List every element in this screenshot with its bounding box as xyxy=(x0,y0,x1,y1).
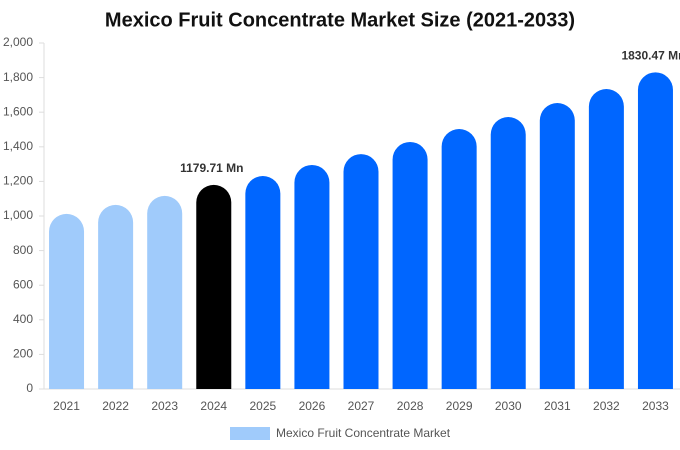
bar xyxy=(49,213,85,389)
data-label: 1179.71 Mn xyxy=(180,161,243,175)
x-tick-label: 2022 xyxy=(102,399,129,413)
chart-title: Mexico Fruit Concentrate Market Size (20… xyxy=(105,9,575,31)
x-tick-label: 2027 xyxy=(348,399,375,413)
bar xyxy=(588,89,624,389)
bar xyxy=(637,72,673,390)
y-tick-label: 1,200 xyxy=(3,174,33,188)
y-tick-label: 2,000 xyxy=(3,35,33,49)
bar xyxy=(98,204,134,389)
x-tick-label: 2028 xyxy=(397,399,424,413)
x-tick-label: 2030 xyxy=(495,399,522,413)
y-tick-label: 800 xyxy=(13,243,33,257)
data-label: 1830.47 Mn xyxy=(621,49,680,63)
x-tick-label: 2026 xyxy=(299,399,326,413)
x-tick-label: 2023 xyxy=(151,399,178,413)
bar xyxy=(441,128,477,389)
bar xyxy=(245,176,281,389)
y-tick-label: 400 xyxy=(13,312,33,326)
x-tick-label: 2025 xyxy=(249,399,276,413)
x-tick-label: 2032 xyxy=(593,399,620,413)
bar xyxy=(392,141,428,389)
bar xyxy=(343,154,379,389)
bar xyxy=(147,195,183,389)
legend-label: Mexico Fruit Concentrate Market xyxy=(276,426,451,440)
y-tick-label: 1,000 xyxy=(3,208,33,222)
x-tick-label: 2024 xyxy=(200,399,227,413)
x-tick-label: 2033 xyxy=(642,399,669,413)
x-tick-label: 2029 xyxy=(446,399,473,413)
y-tick-label: 1,400 xyxy=(3,139,33,153)
bar xyxy=(539,103,575,389)
x-tick-label: 2021 xyxy=(53,399,80,413)
y-tick-label: 1,800 xyxy=(3,70,33,84)
legend-swatch xyxy=(230,427,270,440)
bar xyxy=(490,117,526,389)
y-tick-label: 200 xyxy=(13,347,33,361)
bar xyxy=(196,184,232,389)
y-tick-label: 1,600 xyxy=(3,104,33,118)
x-tick-label: 2031 xyxy=(544,399,571,413)
y-tick-label: 0 xyxy=(26,381,33,395)
bar xyxy=(294,164,330,389)
y-tick-label: 600 xyxy=(13,277,33,291)
